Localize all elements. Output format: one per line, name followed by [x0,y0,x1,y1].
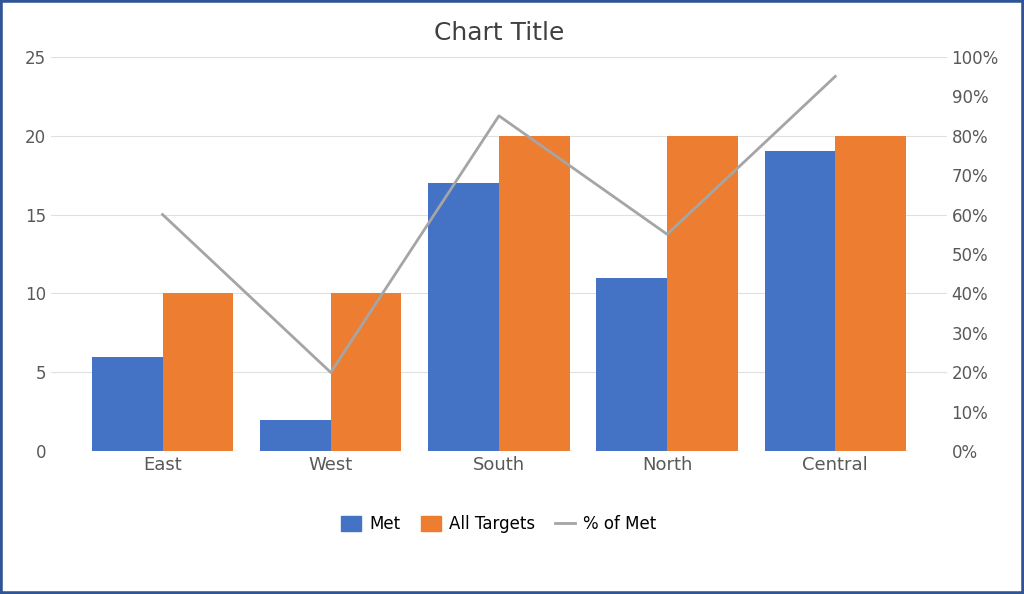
Bar [765,151,836,451]
Bar [260,420,331,451]
Bar [428,183,499,451]
Title: Chart Title: Chart Title [434,21,564,45]
Bar [163,293,233,451]
Bar [499,135,569,451]
Bar [836,135,906,451]
Bar [597,278,667,451]
Bar [331,293,401,451]
Legend: Met, All Targets, % of Met: Met, All Targets, % of Met [333,507,665,542]
Bar [667,135,737,451]
Bar [92,356,163,451]
